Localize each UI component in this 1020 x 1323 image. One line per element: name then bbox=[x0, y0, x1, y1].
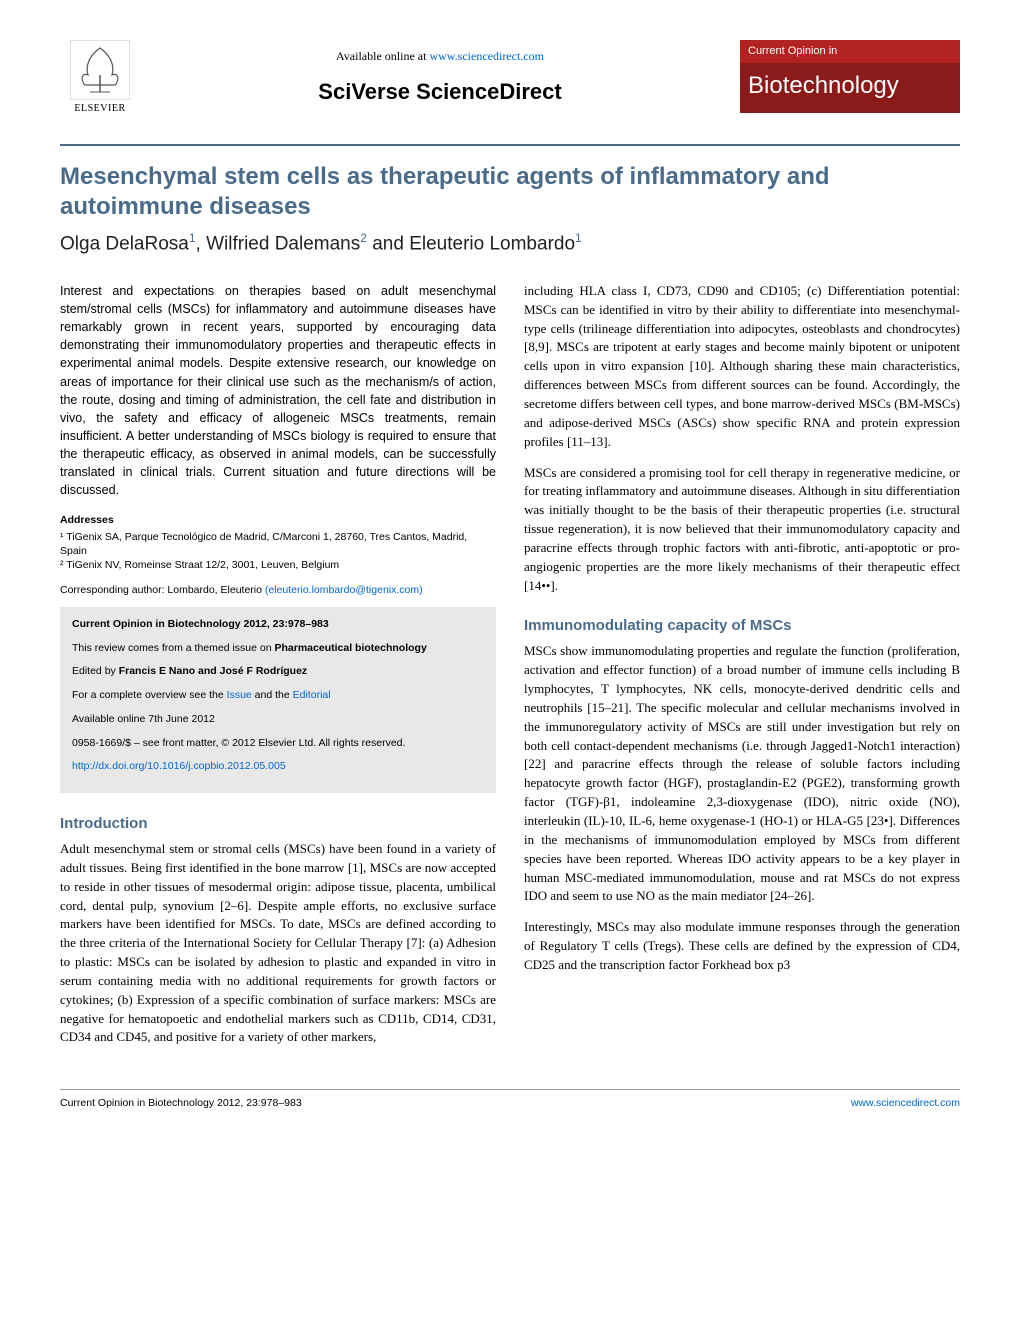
infobox-editorial-link[interactable]: Editorial bbox=[293, 689, 331, 701]
page-footer: Current Opinion in Biotechnology 2012, 2… bbox=[60, 1089, 960, 1111]
author-1-aff: 1 bbox=[189, 231, 196, 245]
elsevier-label: ELSEVIER bbox=[74, 102, 125, 116]
infobox-doi-link[interactable]: http://dx.doi.org/10.1016/j.copbio.2012.… bbox=[72, 760, 286, 772]
badge-top-text: Current Opinion in bbox=[740, 40, 960, 63]
center-header: Available online at www.sciencedirect.co… bbox=[140, 40, 740, 108]
infobox-edited-prefix: Edited by bbox=[72, 665, 119, 677]
immuno-para-1: MSCs show immunomodulating properties an… bbox=[524, 642, 960, 906]
author-3-aff: 1 bbox=[575, 231, 582, 245]
abstract-text: Interest and expectations on therapies b… bbox=[60, 282, 496, 500]
addresses-list: ¹ TiGenix SA, Parque Tecnológico de Madr… bbox=[60, 530, 496, 573]
sciencedirect-link[interactable]: www.sciencedirect.com bbox=[429, 49, 544, 63]
platform-name: SciVerse ScienceDirect bbox=[140, 77, 740, 108]
corresponding-email[interactable]: (eleuterio.lombardo@tigenix.com) bbox=[265, 584, 423, 596]
infobox-online-date: Available online 7th June 2012 bbox=[72, 712, 484, 728]
infobox-overview-line: For a complete overview see the Issue an… bbox=[72, 688, 484, 704]
two-column-layout: Interest and expectations on therapies b… bbox=[60, 282, 960, 1059]
infobox-copyright: 0958-1669/$ – see front matter, © 2012 E… bbox=[72, 736, 484, 752]
author-1: Olga DelaRosa bbox=[60, 233, 189, 254]
available-line: Available online at www.sciencedirect.co… bbox=[140, 48, 740, 65]
article-info-box: Current Opinion in Biotechnology 2012, 2… bbox=[60, 607, 496, 793]
infobox-theme: Pharmaceutical biotechnology bbox=[275, 642, 427, 654]
introduction-para-1: Adult mesenchymal stem or stromal cells … bbox=[60, 840, 496, 1047]
infobox-theme-prefix: This review comes from a themed issue on bbox=[72, 642, 275, 654]
infobox-editors-line: Edited by Francis E Nano and José F Rodr… bbox=[72, 664, 484, 680]
article-title: Mesenchymal stem cells as therapeutic ag… bbox=[60, 162, 960, 222]
author-2-aff: 2 bbox=[360, 231, 367, 245]
right-column: including HLA class I, CD73, CD90 and CD… bbox=[524, 282, 960, 1059]
corresponding-label: Corresponding author: Lombardo, Eleuteri… bbox=[60, 584, 262, 596]
badge-bottom-text: Biotechnology bbox=[740, 63, 960, 113]
infobox-citation: Current Opinion in Biotechnology 2012, 2… bbox=[72, 618, 329, 630]
elsevier-tree-icon bbox=[70, 40, 130, 100]
infobox-overview-joiner: and the bbox=[252, 689, 293, 701]
author-3: Eleuterio Lombardo bbox=[409, 233, 575, 254]
author-2: Wilfried Dalemans bbox=[206, 233, 360, 254]
introduction-para-2: MSCs are considered a promising tool for… bbox=[524, 464, 960, 596]
infobox-overview-prefix: For a complete overview see the bbox=[72, 689, 227, 701]
introduction-continuation: including HLA class I, CD73, CD90 and CD… bbox=[524, 282, 960, 452]
immunomodulating-heading: Immunomodulating capacity of MSCs bbox=[524, 615, 960, 636]
immuno-para-2: Interestingly, MSCs may also modulate im… bbox=[524, 918, 960, 975]
header-row: ELSEVIER Available online at www.science… bbox=[60, 40, 960, 124]
address-2: ² TiGenix NV, Romeinse Straat 12/2, 3001… bbox=[60, 558, 496, 572]
corresponding-author: Corresponding author: Lombardo, Eleuteri… bbox=[60, 583, 496, 597]
footer-citation: Current Opinion in Biotechnology 2012, 2… bbox=[60, 1096, 302, 1111]
addresses-heading: Addresses bbox=[60, 513, 496, 528]
infobox-issue-link[interactable]: Issue bbox=[227, 689, 252, 701]
journal-badge: Current Opinion in Biotechnology bbox=[740, 40, 960, 113]
authors-line: Olga DelaRosa1, Wilfried Dalemans2 and E… bbox=[60, 230, 960, 258]
infobox-theme-line: This review comes from a themed issue on… bbox=[72, 641, 484, 657]
introduction-heading: Introduction bbox=[60, 813, 496, 834]
page-root: ELSEVIER Available online at www.science… bbox=[0, 0, 1020, 1151]
infobox-editors: Francis E Nano and José F Rodríguez bbox=[119, 665, 307, 677]
available-prefix: Available online at bbox=[336, 49, 429, 63]
footer-url: www.sciencedirect.com bbox=[851, 1096, 960, 1111]
elsevier-logo-block: ELSEVIER bbox=[60, 40, 140, 116]
address-1: ¹ TiGenix SA, Parque Tecnológico de Madr… bbox=[60, 530, 496, 558]
title-section: Mesenchymal stem cells as therapeutic ag… bbox=[60, 144, 960, 258]
left-column: Interest and expectations on therapies b… bbox=[60, 282, 496, 1059]
